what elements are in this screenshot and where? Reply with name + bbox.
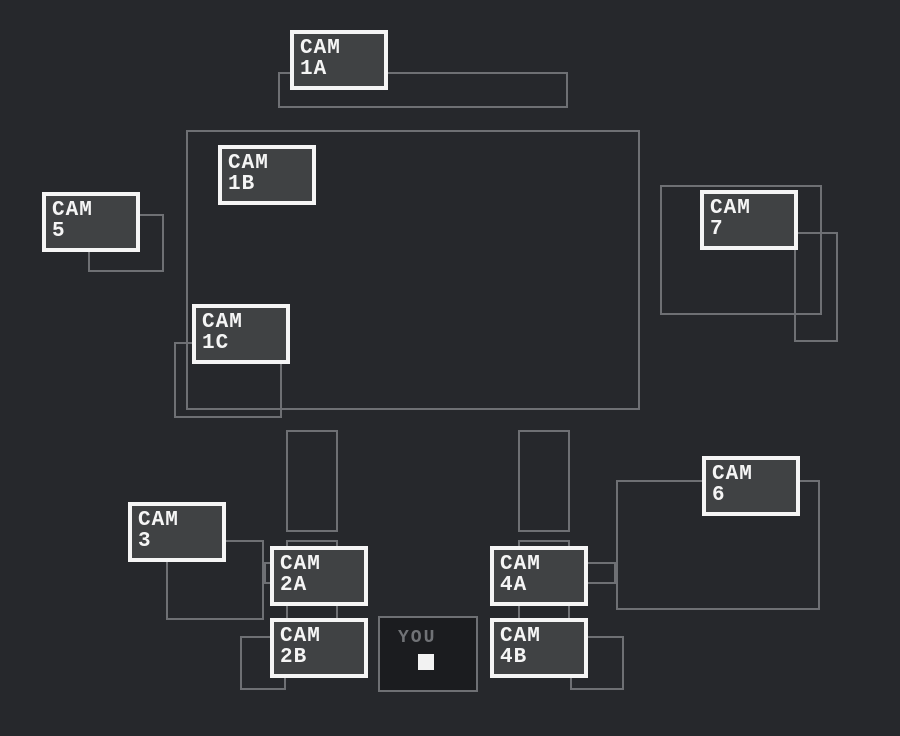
cam-label-line1: CAM bbox=[710, 198, 788, 219]
cam-label-line1: CAM bbox=[500, 554, 578, 575]
cam-label-line2: 4A bbox=[500, 575, 578, 596]
cam-label-line1: CAM bbox=[500, 626, 578, 647]
you-marker-icon bbox=[418, 654, 434, 670]
cam-label-line1: CAM bbox=[300, 38, 378, 59]
cam-label-line2: 3 bbox=[138, 531, 216, 552]
cam-label-line2: 2B bbox=[280, 647, 358, 668]
cam-label-line1: CAM bbox=[280, 626, 358, 647]
cam-label-line1: CAM bbox=[280, 554, 358, 575]
cam-label-line1: CAM bbox=[52, 200, 130, 221]
cam-label-line1: CAM bbox=[712, 464, 790, 485]
room-west-upper bbox=[286, 430, 338, 532]
cam-label-line1: CAM bbox=[138, 510, 216, 531]
cam-2a-button[interactable]: CAM2A bbox=[270, 546, 368, 606]
cam-1c-button[interactable]: CAM1C bbox=[192, 304, 290, 364]
cam-label-line1: CAM bbox=[228, 153, 306, 174]
cam-label-line2: 5 bbox=[52, 221, 130, 242]
you-label: YOU bbox=[398, 628, 436, 648]
cam-6-button[interactable]: CAM6 bbox=[702, 456, 800, 516]
cam-2b-button[interactable]: CAM2B bbox=[270, 618, 368, 678]
cam-4a-button[interactable]: CAM4A bbox=[490, 546, 588, 606]
cam-5-button[interactable]: CAM5 bbox=[42, 192, 140, 252]
cam-label-line1: CAM bbox=[202, 312, 280, 333]
cam-3-button[interactable]: CAM3 bbox=[128, 502, 226, 562]
cam-1b-button[interactable]: CAM1B bbox=[218, 145, 316, 205]
cam-label-line2: 1C bbox=[202, 333, 280, 354]
cam-label-line2: 1B bbox=[228, 174, 306, 195]
cam-1a-button[interactable]: CAM1A bbox=[290, 30, 388, 90]
cam-label-line2: 1A bbox=[300, 59, 378, 80]
room-east-upper bbox=[518, 430, 570, 532]
cam-label-line2: 4B bbox=[500, 647, 578, 668]
cam-label-line2: 7 bbox=[710, 219, 788, 240]
room-restrooms-stall bbox=[794, 232, 838, 342]
camera-map: YOUCAM1ACAM1BCAM1CCAM5CAM7CAM3CAM6CAM2AC… bbox=[0, 0, 900, 736]
cam-4b-button[interactable]: CAM4B bbox=[490, 618, 588, 678]
cam-label-line2: 2A bbox=[280, 575, 358, 596]
cam-label-line2: 6 bbox=[712, 485, 790, 506]
cam-7-button[interactable]: CAM7 bbox=[700, 190, 798, 250]
